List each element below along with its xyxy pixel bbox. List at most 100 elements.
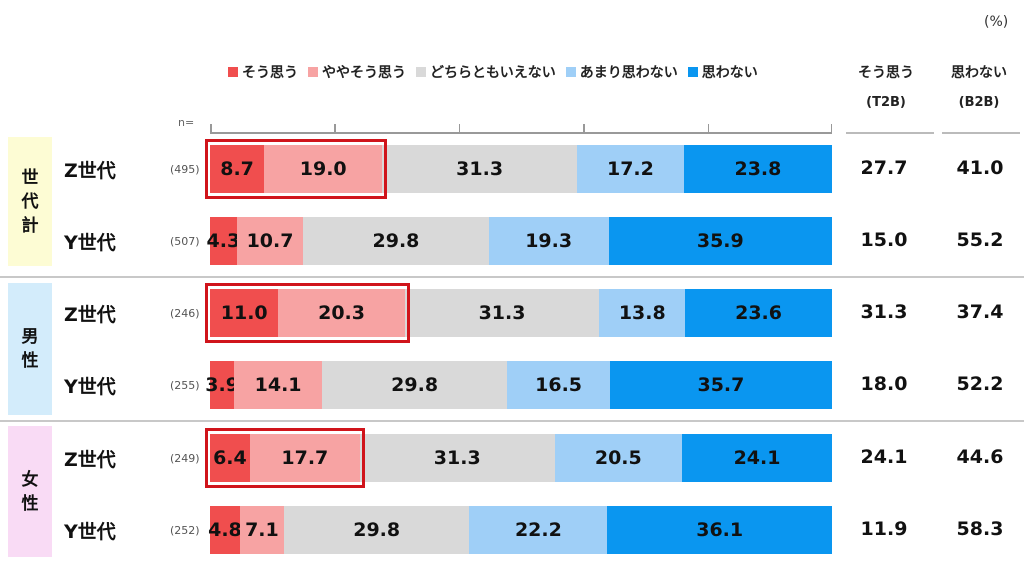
x-axis xyxy=(210,124,832,134)
row-sample-size: (495) xyxy=(170,163,200,176)
legend-label: 思わない xyxy=(701,65,758,81)
group-label-char: 性 xyxy=(21,351,39,371)
bar-segment: 35.7 xyxy=(609,361,832,409)
row-label: Y世代 xyxy=(64,232,116,254)
b2b-value: 58.3 xyxy=(956,518,1004,540)
bar-segment: 35.9 xyxy=(608,217,832,265)
bar-segment: 11.0 xyxy=(210,289,279,337)
row-label: Y世代 xyxy=(64,376,116,398)
b2b-header: 思わない (B2B) xyxy=(940,58,1018,118)
bar-segment: 14.1 xyxy=(234,361,322,409)
group-label-band: 世代計 xyxy=(8,137,52,266)
x-axis-tick xyxy=(458,124,461,133)
x-axis-tick xyxy=(583,124,585,133)
group-separator xyxy=(0,276,1024,278)
stacked-bar: 3.9 14.1 29.8 16.5 35.7 xyxy=(205,361,832,409)
bar-segment: 31.3 xyxy=(382,145,577,193)
legend-label: あまり思わない xyxy=(579,65,678,81)
t2b-header-title: そう思う xyxy=(858,65,914,81)
bar-segment: 10.7 xyxy=(236,217,304,265)
legend-label: どちらともいえない xyxy=(430,65,556,81)
group-label-char: 女 xyxy=(21,469,39,490)
t2b-value: 27.7 xyxy=(860,157,908,179)
group-label-char: 計 xyxy=(21,215,39,236)
n-label: n= xyxy=(178,116,195,129)
group-label-band: 女性 xyxy=(8,426,52,557)
row-sample-size: (249) xyxy=(170,452,200,465)
legend-item: あまり思わない xyxy=(565,62,678,82)
bar-segment: 23.6 xyxy=(685,289,832,337)
b2b-value: 44.6 xyxy=(956,446,1004,468)
t2b-value: 11.9 xyxy=(860,518,908,540)
b2b-value: 37.4 xyxy=(956,301,1004,323)
group-label-char: 男 xyxy=(21,327,39,347)
bar-segment: 20.5 xyxy=(554,434,683,482)
highlight-box xyxy=(205,283,410,343)
bar-segment: 6.4 xyxy=(210,434,250,482)
x-axis-tick xyxy=(334,124,336,133)
x-axis-line xyxy=(210,132,832,134)
highlight-box xyxy=(205,428,365,488)
bar-segment: 19.0 xyxy=(264,145,383,193)
stacked-bar: 4.3 10.7 29.8 19.3 35.9 xyxy=(207,217,832,265)
row-sample-size: (255) xyxy=(170,379,200,392)
bar-segment: 24.1 xyxy=(682,434,832,482)
row-label: Z世代 xyxy=(64,304,116,326)
bar-segment: 17.2 xyxy=(576,145,684,193)
legend: そう思う ややそう思う どちらともいえない あまり思わない 思わない xyxy=(228,62,768,82)
b2b-value: 55.2 xyxy=(956,229,1004,251)
stacked-bar: 4.8 7.1 29.8 22.2 36.1 xyxy=(208,506,832,554)
row-label: Z世代 xyxy=(64,449,116,471)
bar-segment: 17.7 xyxy=(249,434,360,482)
bar-segment: 36.1 xyxy=(607,506,832,554)
bar-segment: 29.8 xyxy=(321,361,508,409)
b2b-header-rule xyxy=(942,132,1020,134)
row-label: Y世代 xyxy=(64,521,116,543)
legend-swatch xyxy=(565,67,576,77)
bar-segment: 22.2 xyxy=(469,506,608,554)
x-axis-tick xyxy=(707,124,710,133)
bar-segment: 16.5 xyxy=(507,361,610,409)
bar-segment: 13.8 xyxy=(599,289,686,337)
group-label-band: 男性 xyxy=(8,283,52,415)
t2b-value: 31.3 xyxy=(860,301,908,323)
bar-segment: 31.3 xyxy=(404,289,600,337)
group-label-char: 性 xyxy=(21,493,39,514)
legend-item: どちらともいえない xyxy=(416,62,556,82)
b2b-header-sub: (B2B) xyxy=(958,95,1000,110)
stacked-bar: 11.0 20.3 31.3 13.8 23.6 xyxy=(210,289,832,337)
legend-swatch xyxy=(416,67,426,77)
legend-item: ややそう思う xyxy=(308,62,406,82)
row-label: Z世代 xyxy=(64,160,116,182)
legend-swatch xyxy=(308,67,318,77)
x-axis-tick xyxy=(210,124,212,133)
bar-segment: 8.7 xyxy=(210,145,265,193)
stacked-bar: 8.7 19.0 31.3 17.2 23.8 xyxy=(210,145,832,193)
legend-item: そう思う xyxy=(228,62,298,82)
legend-label: ややそう思う xyxy=(322,65,406,81)
group-separator xyxy=(0,420,1024,422)
bar-segment: 4.3 xyxy=(207,217,240,265)
legend-item: 思わない xyxy=(687,62,758,82)
group-label-char: 世 xyxy=(21,167,39,188)
bar-segment: 19.3 xyxy=(488,217,609,265)
t2b-value: 18.0 xyxy=(860,373,908,395)
x-axis-tick xyxy=(830,124,832,133)
legend-label: そう思う xyxy=(242,65,298,81)
t2b-value: 15.0 xyxy=(860,229,908,251)
bar-segment: 20.3 xyxy=(278,289,405,337)
bar-segment: 23.8 xyxy=(683,145,832,193)
legend-swatch xyxy=(687,67,698,77)
bar-segment: 31.3 xyxy=(359,434,555,482)
row-sample-size: (252) xyxy=(170,524,200,537)
t2b-header: そう思う (T2B) xyxy=(842,58,930,118)
group-label-char: 代 xyxy=(21,191,39,212)
t2b-value: 24.1 xyxy=(860,446,908,468)
row-sample-size: (507) xyxy=(170,235,200,248)
row-sample-size: (246) xyxy=(170,307,200,320)
stacked-bar: 6.4 17.7 31.3 20.5 24.1 xyxy=(210,434,832,482)
b2b-value: 41.0 xyxy=(956,157,1004,179)
bar-segment: 3.9 xyxy=(205,361,239,409)
b2b-value: 52.2 xyxy=(956,373,1004,395)
t2b-header-sub: (T2B) xyxy=(866,95,906,110)
